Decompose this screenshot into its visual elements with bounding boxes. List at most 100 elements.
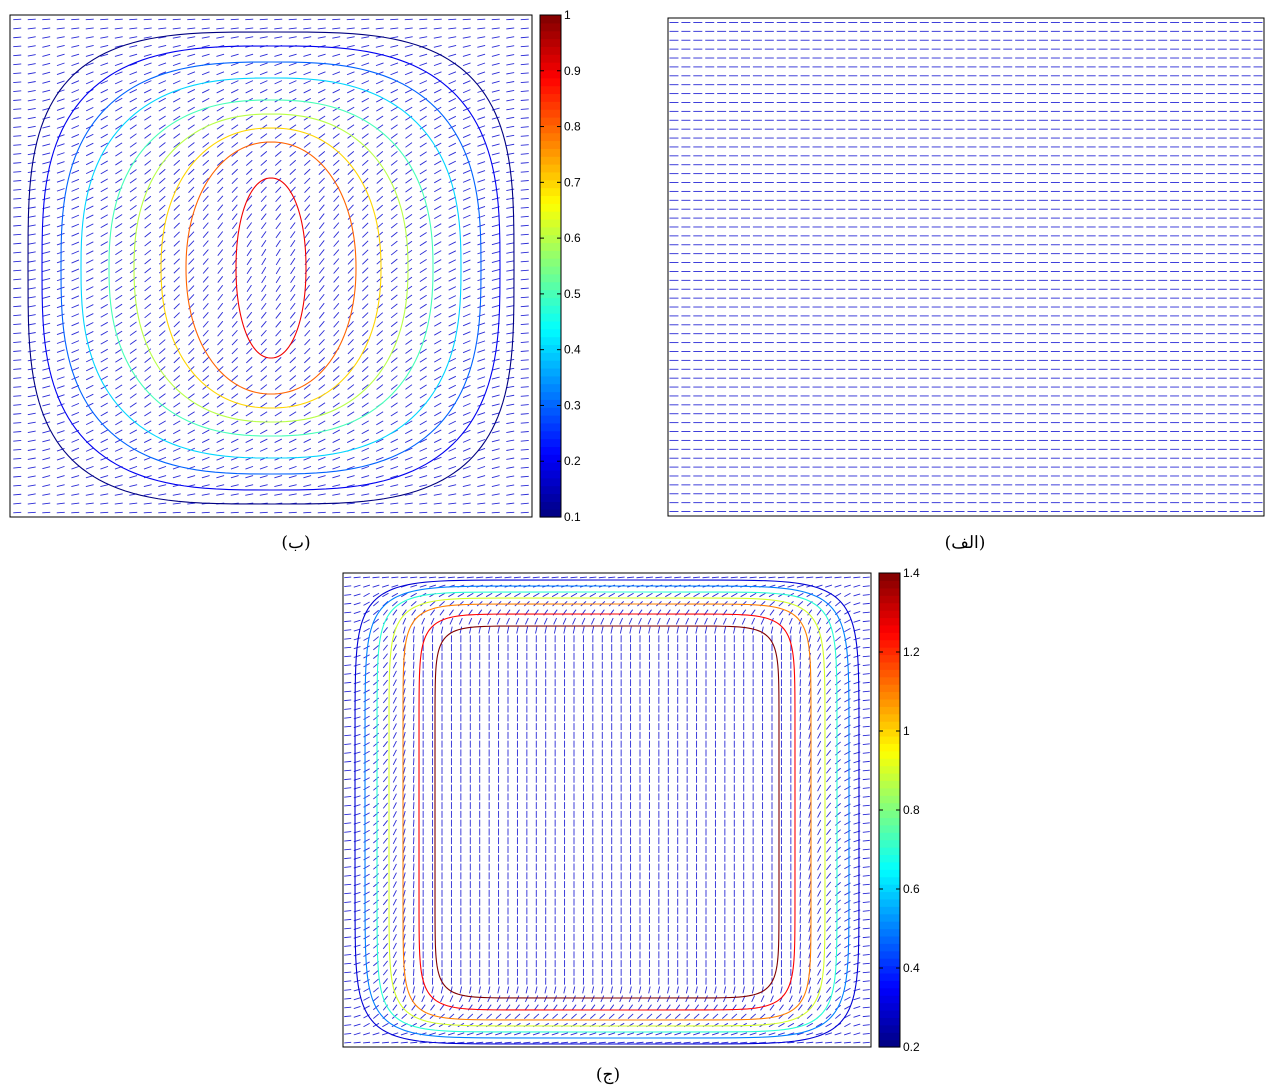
panel-b-director — [448, 295, 457, 300]
panel-b-director — [506, 63, 515, 66]
panel-b-director — [506, 394, 515, 398]
panel-b-director — [477, 313, 486, 318]
panel-b-director — [390, 160, 398, 166]
panel-b-director — [419, 502, 428, 505]
panel-c-director — [853, 576, 861, 579]
panel-b-director — [13, 431, 22, 433]
panel-b-director — [246, 257, 252, 266]
panel-b-director — [477, 304, 486, 309]
panel-b-director — [289, 195, 296, 203]
panel-b-director — [361, 97, 369, 103]
panel-b-director — [245, 511, 254, 514]
panel-b-director — [115, 151, 123, 157]
panel-b-director — [100, 80, 109, 85]
panel-b-director — [143, 62, 152, 67]
panel-b-director — [506, 412, 515, 416]
panel-b-director — [333, 258, 340, 265]
panel-b-director — [231, 204, 238, 212]
panel-b-director — [217, 240, 224, 248]
panel-b-director — [216, 151, 224, 157]
panel-b-director — [129, 511, 138, 514]
panel-b-director — [201, 456, 210, 461]
panel-b-director — [56, 36, 65, 39]
panel-b-director — [13, 108, 22, 110]
panel-b-director — [201, 53, 210, 57]
panel-b-director — [506, 484, 515, 487]
panel-b-director — [115, 169, 123, 175]
panel-b-director — [506, 385, 515, 389]
panel-b-director — [100, 232, 108, 237]
panel-b-director — [173, 348, 180, 355]
panel-b-director — [187, 115, 195, 121]
panel-b-director — [390, 402, 398, 408]
panel-b-director — [187, 36, 196, 39]
panel-c-director — [495, 576, 503, 579]
panel-b-director — [173, 294, 180, 301]
panel-b-director — [100, 502, 109, 505]
panel-b-director — [173, 375, 181, 381]
panel-b-director — [216, 375, 224, 381]
panel-b-director — [477, 295, 486, 300]
panel-b-director — [27, 134, 36, 138]
panel-b-director — [100, 375, 108, 381]
panel-b-colorbar-band — [540, 140, 561, 149]
panel-b-director — [347, 124, 355, 130]
panel-b-director — [202, 329, 209, 337]
panel-b-director — [448, 277, 457, 282]
panel-b-director — [274, 366, 282, 373]
panel-b-director — [362, 276, 369, 283]
panel-b-director — [230, 80, 239, 85]
panel-b-director — [520, 99, 529, 101]
panel-b-director — [390, 484, 399, 488]
panel-b-director — [260, 393, 268, 399]
panel-b-director — [462, 286, 471, 291]
panel-b-director — [333, 357, 340, 364]
panel-b-director — [520, 126, 529, 128]
panel-b-director — [332, 438, 341, 443]
panel-b-director — [477, 475, 486, 479]
panel-b-colorbar-tick-label: 0.5 — [564, 287, 581, 301]
panel-b-director — [405, 285, 413, 292]
panel-b-colorbar-band — [540, 485, 561, 495]
panel-b-director — [71, 53, 80, 57]
panel-b-director — [56, 421, 65, 425]
panel-b-director — [491, 18, 500, 21]
panel-b-director — [158, 339, 166, 346]
panel-b-director — [260, 357, 267, 364]
panel-b-director — [419, 62, 428, 67]
panel-b-director — [434, 196, 442, 202]
panel-b-director — [361, 36, 370, 39]
panel-b-director — [520, 108, 529, 110]
panel-b-director — [462, 511, 471, 514]
panel-b-director — [288, 484, 297, 488]
panel-b-director — [143, 447, 152, 452]
panel-b-director — [347, 348, 354, 355]
panel-b-director — [71, 438, 80, 443]
panel-c: 0.20.40.60.811.21.4 — [342, 566, 920, 1054]
panel-b-director — [347, 285, 354, 292]
panel-b-director — [100, 160, 108, 166]
panel-b-director — [332, 429, 340, 435]
panel-b-director — [289, 159, 297, 166]
panel-b-director — [491, 358, 500, 362]
panel-b-director — [317, 36, 326, 39]
panel-b-director — [462, 475, 471, 479]
panel-b-director — [260, 311, 267, 319]
panel-b-director — [188, 276, 195, 283]
panel-b-director — [85, 160, 94, 166]
panel-b-director — [491, 313, 500, 317]
panel-c-director — [579, 576, 587, 579]
panel-b-director — [216, 89, 225, 94]
panel-b-director — [462, 80, 471, 85]
panel-c-director — [419, 576, 427, 579]
panel-b-director — [448, 411, 457, 417]
panel-b-director — [158, 80, 167, 85]
panel-b-director — [477, 456, 486, 461]
panel-b-director — [376, 186, 384, 193]
panel-b-director — [158, 27, 167, 30]
panel-b-director — [289, 151, 297, 157]
panel-b-director — [246, 293, 252, 301]
panel-b-director — [419, 151, 427, 157]
panel-b-director — [42, 295, 51, 299]
panel-b-director — [27, 36, 36, 39]
